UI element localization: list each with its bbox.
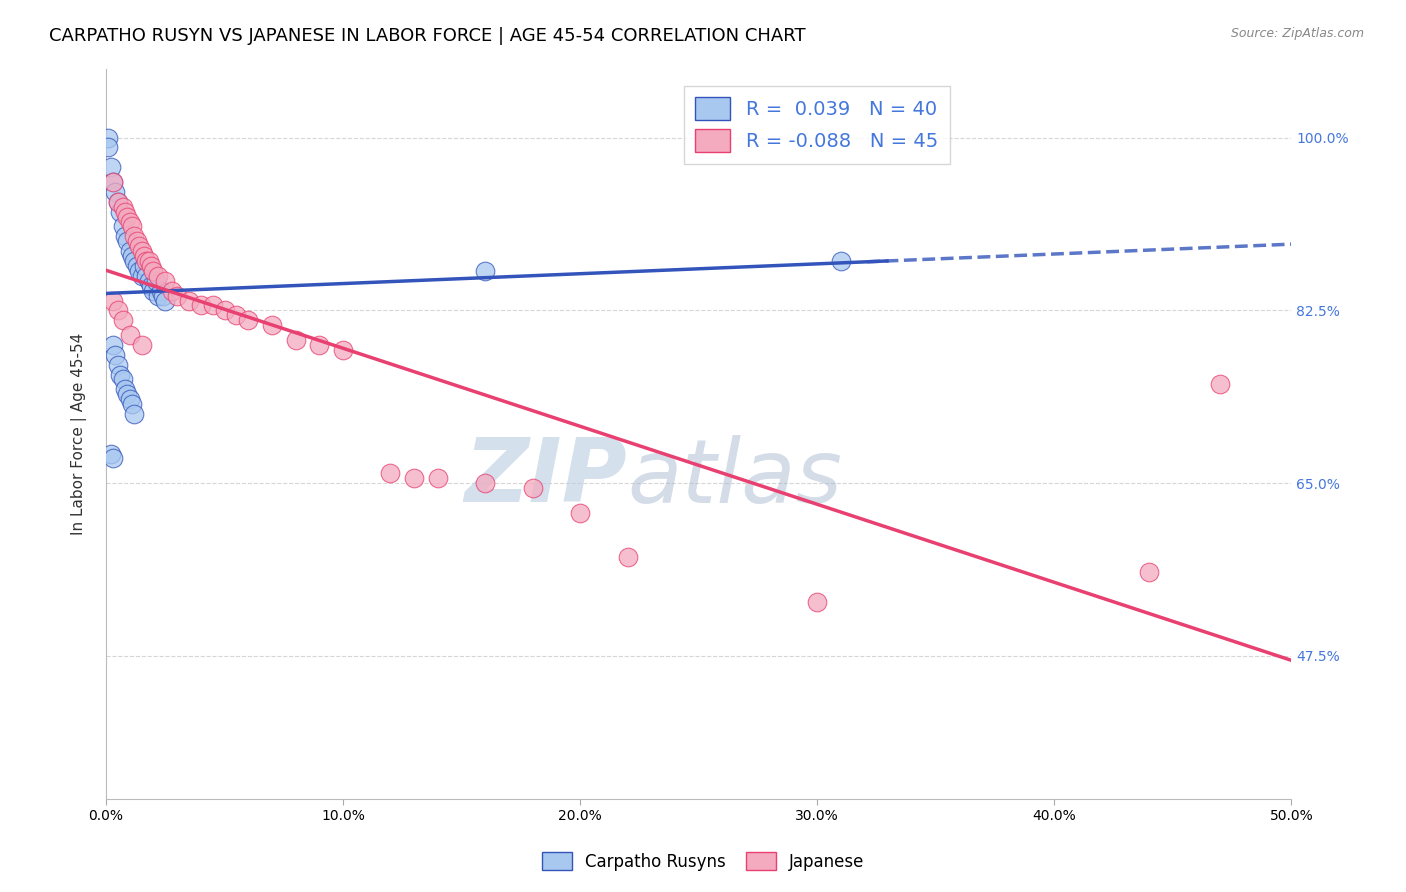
Point [111, 219, 134, 234]
Point [110, 368, 132, 382]
Point [155, 274, 177, 288]
Point [118, 214, 141, 228]
Text: ZIP: ZIP [465, 434, 627, 521]
Point [131, 338, 153, 352]
Point [190, 298, 212, 312]
Point [162, 284, 184, 298]
Point [166, 288, 188, 302]
Text: CARPATHO RUSYN VS JAPANESE IN LABOR FORCE | AGE 45-54 CORRELATION CHART: CARPATHO RUSYN VS JAPANESE IN LABOR FORC… [49, 27, 806, 45]
Point [214, 303, 236, 318]
Point [806, 594, 828, 608]
Point [117, 210, 139, 224]
Point [201, 298, 224, 312]
Point [124, 254, 146, 268]
Point [118, 392, 141, 407]
Point [100, 160, 122, 174]
Point [138, 254, 160, 268]
Point [380, 467, 402, 481]
Point [146, 268, 169, 283]
Point [101, 175, 124, 189]
Point [111, 372, 134, 386]
Point [616, 550, 638, 565]
Point [135, 254, 157, 268]
Point [125, 234, 148, 248]
Point [426, 471, 449, 485]
Point [138, 274, 160, 288]
Point [100, 446, 122, 460]
Point [332, 343, 354, 357]
Legend: R =  0.039   N = 40, R = -0.088   N = 45: R = 0.039 N = 40, R = -0.088 N = 45 [683, 86, 949, 163]
Point [225, 309, 247, 323]
Point [569, 506, 592, 520]
Point [97, 140, 120, 154]
Point [118, 244, 141, 259]
Point [308, 338, 330, 352]
Y-axis label: In Labor Force | Age 45-54: In Labor Force | Age 45-54 [72, 333, 87, 535]
Point [132, 259, 155, 273]
Text: atlas: atlas [627, 434, 842, 521]
Legend: Carpatho Rusyns, Japanese: Carpatho Rusyns, Japanese [533, 844, 873, 880]
Point [146, 288, 169, 302]
Point [149, 284, 172, 298]
Point [107, 358, 129, 372]
Point [132, 249, 155, 263]
Point [111, 200, 134, 214]
Point [474, 476, 496, 491]
Point [124, 407, 146, 421]
Point [121, 397, 143, 411]
Point [114, 383, 136, 397]
Text: Source: ZipAtlas.com: Source: ZipAtlas.com [1230, 27, 1364, 40]
Point [121, 219, 143, 234]
Point [124, 229, 146, 244]
Point [139, 278, 162, 293]
Point [121, 249, 143, 263]
Point [155, 293, 177, 308]
Point [152, 288, 174, 302]
Point [128, 239, 150, 253]
Point [107, 194, 129, 209]
Point [97, 130, 120, 145]
Point [107, 194, 129, 209]
Point [142, 284, 165, 298]
Point [101, 293, 124, 308]
Point [118, 328, 141, 343]
Point [522, 481, 544, 495]
Point [101, 451, 124, 466]
Point [104, 185, 127, 199]
Point [104, 348, 127, 362]
Point [145, 274, 167, 288]
Point [125, 259, 148, 273]
Point [830, 254, 852, 268]
Point [135, 268, 157, 283]
Point [110, 204, 132, 219]
Point [404, 471, 426, 485]
Point [131, 244, 153, 259]
Point [114, 204, 136, 219]
Point [474, 264, 496, 278]
Point [114, 229, 136, 244]
Point [101, 175, 124, 189]
Point [177, 293, 200, 308]
Point [128, 264, 150, 278]
Point [117, 387, 139, 401]
Point [238, 313, 260, 327]
Point [107, 303, 129, 318]
Point [1209, 377, 1232, 392]
Point [142, 264, 165, 278]
Point [1137, 565, 1160, 579]
Point [111, 313, 134, 327]
Point [131, 268, 153, 283]
Point [139, 259, 162, 273]
Point [260, 318, 283, 333]
Point [117, 234, 139, 248]
Point [101, 338, 124, 352]
Point [284, 333, 307, 347]
